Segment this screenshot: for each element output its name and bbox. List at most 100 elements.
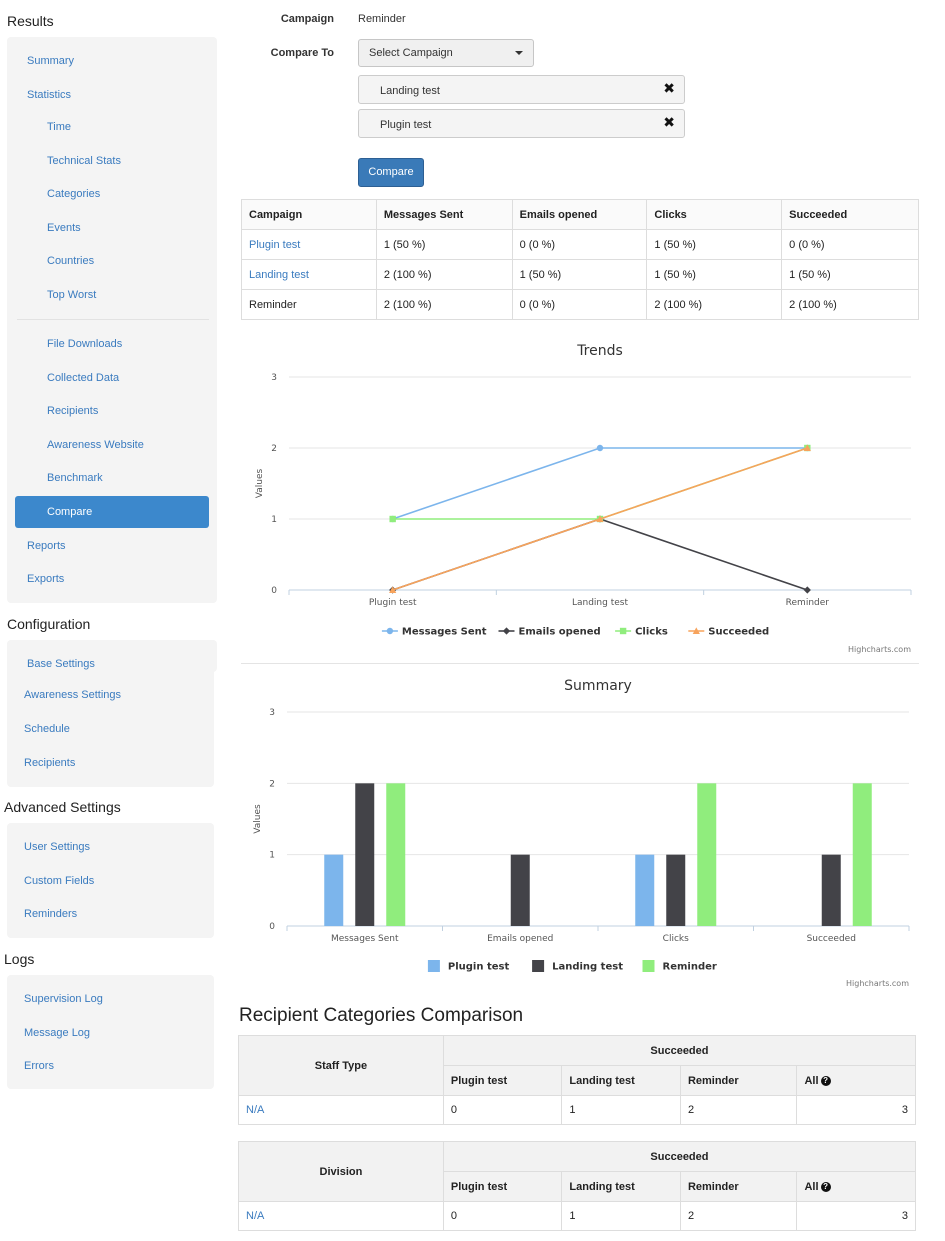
nav-statistics[interactable]: Statistics: [27, 89, 72, 101]
x-tick-label: Emails opened: [487, 934, 553, 944]
y-tick-label: 3: [269, 708, 275, 718]
legend-symbol: [642, 960, 655, 972]
legend-symbol: [427, 960, 440, 972]
nav-config-recipients[interactable]: Recipients: [24, 757, 76, 769]
nav-top-worst[interactable]: Top Worst: [47, 289, 97, 301]
y-axis-label: Values: [255, 468, 265, 498]
table-cell: 2: [679, 1201, 798, 1231]
x-tick-label: Succeeded: [807, 934, 856, 944]
nav-errors[interactable]: Errors: [24, 1060, 54, 1072]
table-cell: 0 (0 %): [511, 229, 648, 260]
logs-section-title: Logs: [4, 951, 35, 967]
campaign-select[interactable]: Select Campaign: [358, 39, 534, 67]
column-header: Landing test: [561, 1171, 681, 1202]
column-header: Landing test: [561, 1065, 681, 1096]
metric-header: Succeeded: [442, 1141, 917, 1172]
data-point: [389, 515, 396, 523]
nav-base-settings[interactable]: Base Settings: [27, 658, 95, 670]
nav-summary[interactable]: Summary: [27, 55, 75, 67]
data-point: [389, 586, 397, 593]
nav-reports[interactable]: Reports: [27, 540, 66, 552]
legend-label: Clicks: [635, 627, 668, 638]
nav-recipients[interactable]: Recipients: [47, 405, 99, 417]
column-header: Plugin test: [442, 1065, 563, 1096]
column-header: Reminder: [679, 1171, 798, 1202]
campaign-link[interactable]: Landing test: [249, 268, 309, 281]
table-header-row: Division Succeeded: [238, 1141, 917, 1202]
metric-header: Succeeded: [442, 1035, 917, 1066]
nav-reminders[interactable]: Reminders: [24, 908, 78, 920]
column-header-all: All?: [796, 1171, 916, 1202]
remove-icon[interactable]: ✖: [663, 114, 675, 130]
campaign-link[interactable]: Plugin test: [249, 238, 301, 251]
help-icon[interactable]: ?: [820, 1181, 831, 1192]
bar: [821, 854, 841, 926]
table-cell: 2 (100 %): [646, 289, 783, 320]
table-cell: 0 (0 %): [511, 289, 648, 320]
configuration-panel: [7, 668, 214, 787]
legend-symbol: [532, 960, 545, 972]
campaign-label: Campaign: [280, 13, 334, 25]
table-cell: 1 (50 %): [375, 229, 513, 260]
configuration-panel-top: [7, 640, 217, 672]
nav-technical-stats[interactable]: Technical Stats: [47, 155, 121, 167]
legend-label: Reminder: [663, 962, 717, 973]
bar: [355, 783, 375, 926]
nav-time[interactable]: Time: [47, 121, 72, 133]
nav-user-settings[interactable]: User Settings: [24, 841, 91, 853]
compare-button[interactable]: Compare: [358, 158, 424, 187]
data-point: [803, 586, 811, 594]
column-header: Emails opened: [511, 199, 648, 230]
x-tick-label: Reminder: [786, 598, 830, 608]
nav-awareness-website[interactable]: Awareness Website: [47, 439, 144, 451]
compare-to-label: Compare To: [270, 47, 334, 59]
nav-message-log[interactable]: Message Log: [24, 1027, 91, 1039]
group-header: Division: [238, 1141, 444, 1202]
campaign-name: Reminder: [241, 289, 377, 320]
results-section-title: Results: [7, 13, 54, 29]
table-row: Reminder 2 (100 %) 0 (0 %) 2 (100 %) 2 (…: [241, 289, 919, 320]
chart-credits: Highcharts.com: [846, 979, 909, 988]
nav-compare[interactable]: Compare: [15, 496, 209, 528]
data-point: [386, 627, 394, 635]
column-header: Campaign: [241, 199, 377, 230]
nav-events[interactable]: Events: [47, 222, 81, 234]
legend-label: Succeeded: [708, 627, 769, 638]
bar: [666, 854, 686, 926]
nav-benchmark[interactable]: Benchmark: [47, 472, 103, 484]
nav-exports[interactable]: Exports: [27, 573, 65, 585]
y-tick-label: 1: [269, 851, 275, 861]
nav-countries[interactable]: Countries: [47, 255, 95, 267]
nav-collected-data[interactable]: Collected Data: [47, 372, 120, 384]
data-point: [692, 627, 700, 634]
caret-down-icon: [515, 51, 523, 55]
table-row: N/A 0 1 2 3: [238, 1095, 916, 1125]
category-link[interactable]: N/A: [246, 1210, 265, 1222]
chart-title: Summary: [564, 678, 632, 694]
chart-divider: [241, 663, 919, 664]
remove-icon[interactable]: ✖: [663, 80, 675, 96]
configuration-section-title: Configuration: [7, 616, 91, 632]
table-cell: 1: [561, 1201, 681, 1231]
division-table: Division Succeeded Plugin test Landing t…: [238, 1141, 917, 1231]
chart-credits: Highcharts.com: [848, 645, 911, 654]
legend-label: Emails opened: [519, 627, 601, 638]
nav-custom-fields[interactable]: Custom Fields: [24, 875, 95, 887]
table-subheader-row: Plugin test Landing test Reminder All?: [239, 1171, 916, 1202]
category-link[interactable]: N/A: [246, 1104, 265, 1116]
column-header-all: All?: [796, 1065, 916, 1096]
nav-divider: [17, 319, 209, 320]
nav-supervision-log[interactable]: Supervision Log: [24, 993, 103, 1005]
advanced-section-title: Advanced Settings: [4, 799, 121, 815]
nav-schedule[interactable]: Schedule: [24, 723, 70, 735]
nav-file-downloads[interactable]: File Downloads: [47, 338, 123, 350]
x-tick-label: Landing test: [572, 598, 628, 608]
nav-awareness-settings[interactable]: Awareness Settings: [24, 689, 122, 701]
nav-categories[interactable]: Categories: [47, 188, 101, 200]
legend-label: Landing test: [552, 962, 623, 973]
advanced-panel: [7, 823, 214, 938]
bar: [324, 854, 344, 926]
help-icon[interactable]: ?: [820, 1075, 831, 1086]
